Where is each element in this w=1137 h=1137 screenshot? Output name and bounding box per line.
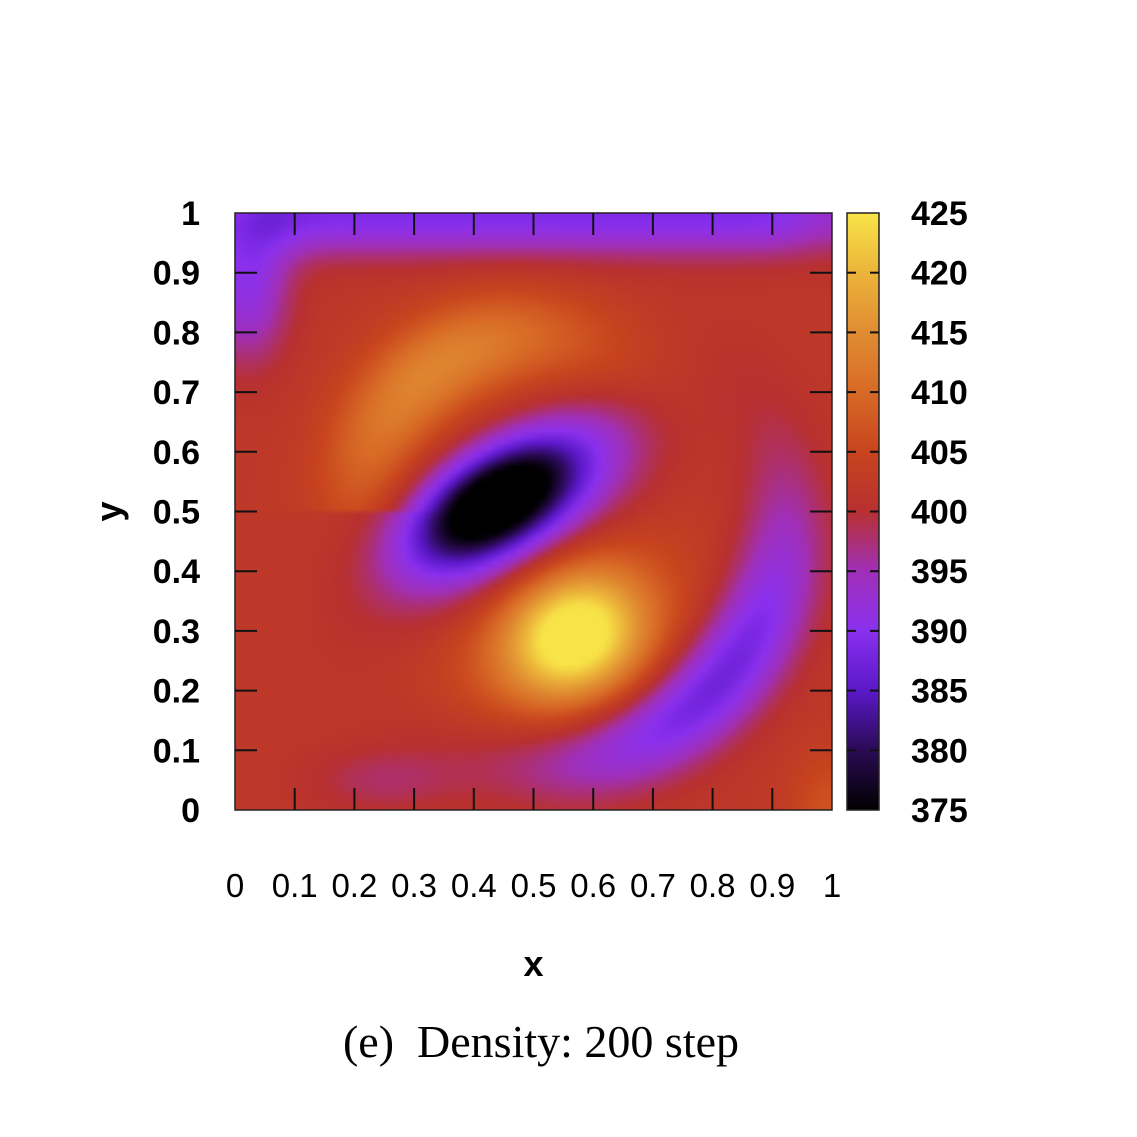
figure-caption: (e) Density: 200 step [343, 1016, 739, 1067]
y-tick-label: 0.7 [153, 374, 200, 412]
y-axis-ticks: 0 0.1 0.2 0.3 0.4 0.5 0.6 0.7 0.8 0.9 1 [153, 195, 832, 830]
y-tick-label: 0.4 [153, 553, 200, 591]
x-tick-label: 0.1 [272, 867, 318, 904]
colorbar-tick-label: 390 [911, 613, 968, 651]
colorbar-tick-label: 385 [911, 673, 968, 711]
colorbar-tick-label: 395 [911, 553, 968, 591]
y-tick-label: 0.2 [153, 673, 200, 711]
x-tick-label: 0.2 [331, 867, 377, 904]
y-tick-label: 0.9 [153, 255, 200, 293]
density-heatmap-image [235, 213, 832, 810]
colorbar-tick-label: 400 [911, 494, 968, 532]
x-tick-label: 0.8 [690, 867, 736, 904]
x-tick-label: 0.9 [749, 867, 795, 904]
y-tick-label: 0.6 [153, 434, 200, 472]
x-tick-label: 0.6 [570, 867, 616, 904]
x-tick-label: 0 [226, 867, 244, 904]
y-axis-label: y [88, 501, 129, 521]
colorbar-tick-label: 405 [911, 434, 968, 472]
x-tick-label: 1 [823, 867, 841, 904]
colorbar-ticks: 375 380 385 390 395 400 405 410 415 420 425 [847, 195, 968, 830]
y-tick-label: 0.5 [153, 494, 200, 532]
x-tick-label: 0.5 [511, 867, 557, 904]
y-tick-label: 1 [181, 195, 200, 233]
colorbar-tick-label: 410 [911, 374, 968, 412]
y-tick-label: 0.3 [153, 613, 200, 651]
x-tick-label: 0.3 [391, 867, 437, 904]
x-axis-label: x [523, 943, 543, 984]
x-tick-label: 0.4 [451, 867, 497, 904]
y-tick-label: 0.1 [153, 732, 200, 770]
colorbar-tick-label: 415 [911, 314, 968, 352]
y-tick-label: 0.8 [153, 314, 200, 352]
colorbar-tick-label: 420 [911, 255, 968, 293]
y-tick-label: 0 [181, 792, 200, 830]
colorbar-tick-label: 380 [911, 732, 968, 770]
x-tick-label: 0.7 [630, 867, 676, 904]
x-axis-ticks: 0 0.1 0.2 0.3 0.4 0.5 0.6 0.7 0.8 0.9 1 [226, 213, 841, 904]
colorbar-tick-label: 375 [911, 792, 968, 830]
colorbar-tick-label: 425 [911, 195, 968, 233]
